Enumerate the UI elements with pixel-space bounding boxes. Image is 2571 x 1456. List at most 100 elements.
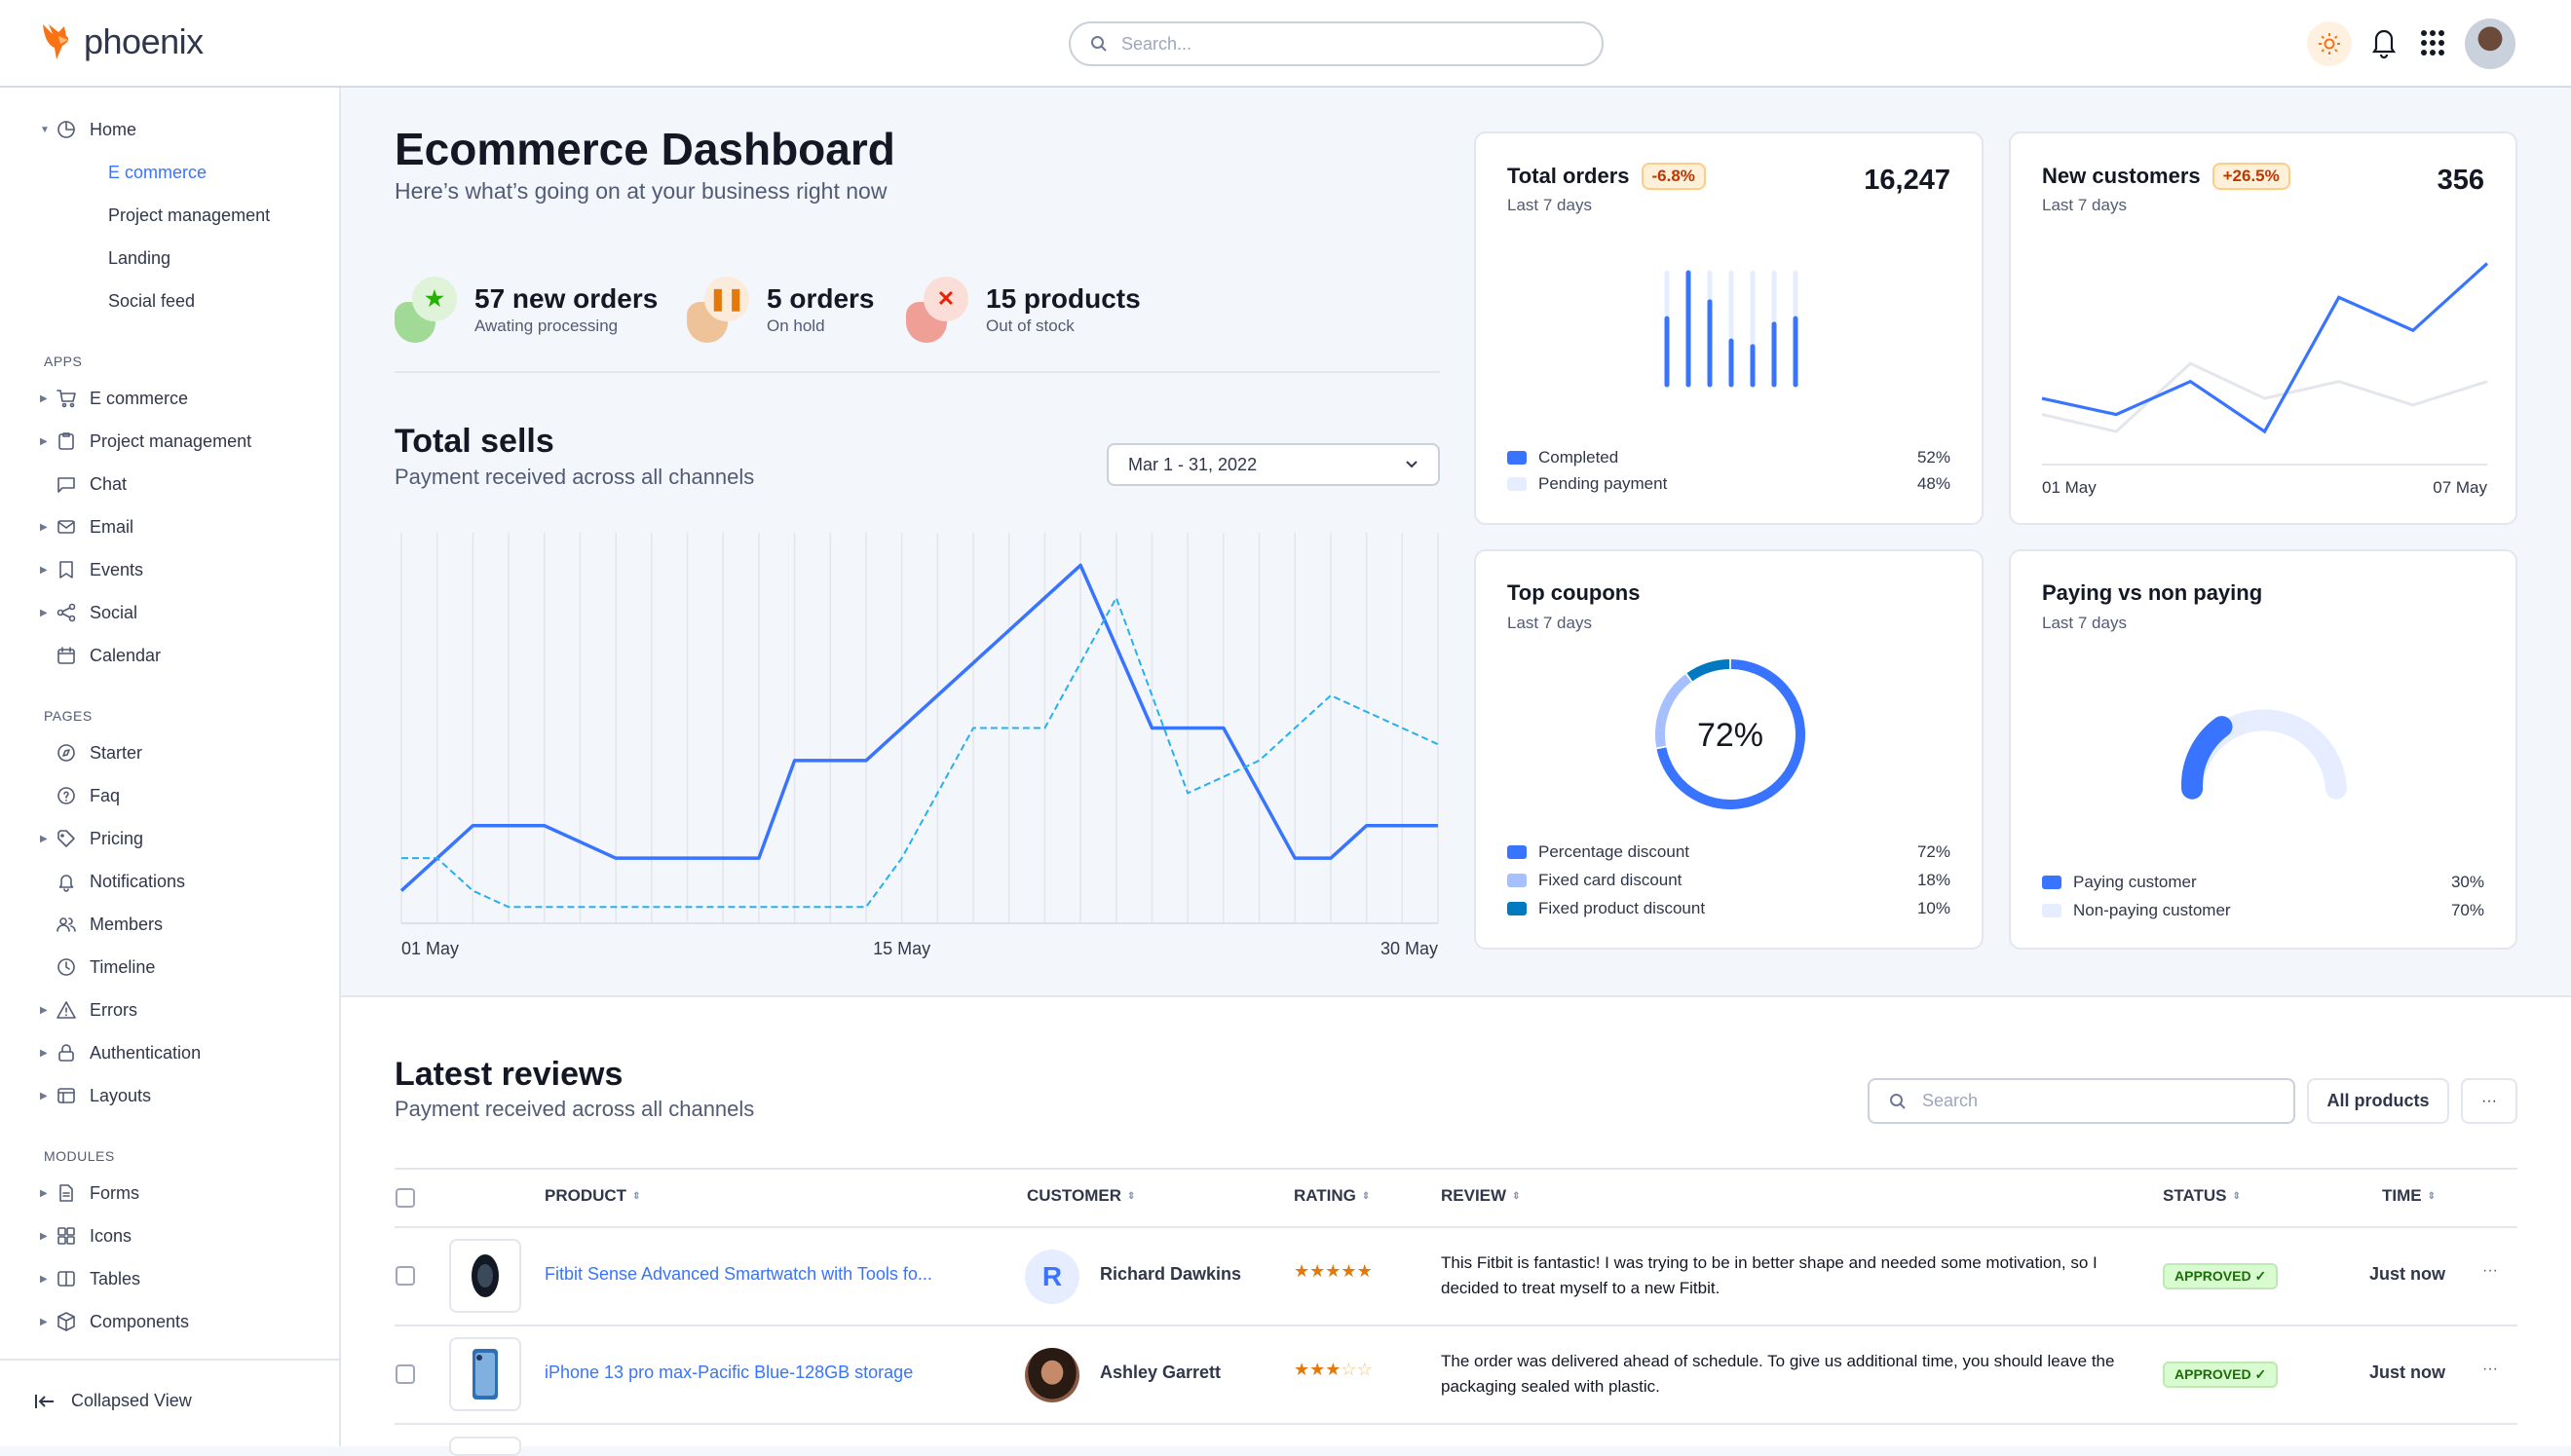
legend-value: 52% [1917, 448, 1950, 467]
legend-label: Non-paying customer [2073, 901, 2231, 920]
row-actions-button[interactable]: ··· [2482, 1361, 2498, 1378]
star-filled-icon: ★ [1341, 1261, 1356, 1281]
sidebar-item[interactable]: Faq [0, 774, 339, 817]
total-orders-card: Total orders-6.8% Last 7 days 16,247 Com… [1474, 131, 1984, 525]
x-icon: ✕ [924, 277, 968, 321]
column-header-label: REVIEW [1441, 1186, 1506, 1206]
sidebar-item[interactable]: Starter [0, 731, 339, 774]
more-options-button[interactable]: ··· [2461, 1078, 2517, 1124]
sidebar-item-label: Starter [90, 743, 142, 764]
global-search-input[interactable]: Search... [1069, 21, 1604, 66]
caret-right-icon: ▶ [40, 1048, 48, 1059]
donut-center-label: 72% [1697, 717, 1763, 754]
donut-slice [1689, 664, 1729, 677]
gauge-fill [2192, 727, 2222, 789]
legend-swatch [2042, 904, 2061, 917]
sidebar-subitem[interactable]: Landing [0, 237, 339, 280]
sidebar-item[interactable]: Notifications [0, 860, 339, 903]
x-tick-label: 01 May [401, 939, 459, 958]
reviews-subtitle: Payment received across all channels [395, 1097, 754, 1122]
legend-value: 48% [1917, 474, 1950, 494]
sidebar-section-title: APPS [0, 336, 339, 377]
x-tick-label: 07 May [2433, 478, 2487, 497]
clipboard-icon [56, 430, 77, 452]
lock-icon [56, 1042, 77, 1064]
column-header[interactable]: PRODUCT⇕ [545, 1186, 640, 1206]
select-all-checkbox[interactable] [396, 1188, 415, 1208]
product-link[interactable]: Fitbit Sense Advanced Smartwatch with To… [545, 1264, 932, 1285]
user-avatar[interactable] [2465, 19, 2515, 69]
notifications-button[interactable] [2371, 27, 2397, 63]
row-checkbox[interactable] [396, 1364, 415, 1384]
tag-icon [56, 828, 77, 849]
status-badge: APPROVED ✓ [2163, 1362, 2278, 1388]
column-header-label: STATUS [2163, 1186, 2226, 1206]
sidebar-item[interactable]: ▶Errors [0, 989, 339, 1031]
customer-name[interactable]: Ashley Garrett [1100, 1363, 1221, 1383]
sidebar-item[interactable]: ▶Project management [0, 420, 339, 463]
column-header[interactable]: REVIEW⇕ [1441, 1186, 1520, 1206]
bell-icon [56, 871, 77, 892]
sidebar-item[interactable]: ▶E commerce [0, 377, 339, 420]
check-icon: ✓ [2251, 1366, 2267, 1382]
theme-toggle-button[interactable] [2307, 21, 2352, 66]
sidebar-item[interactable]: ▶Authentication [0, 1031, 339, 1074]
star-filled-icon: ★ [1325, 1261, 1341, 1281]
apps-menu-button[interactable] [2420, 29, 2445, 61]
legend-swatch [1507, 874, 1527, 887]
logo[interactable]: phoenix [39, 21, 204, 62]
sidebar-item-label: Notifications [90, 872, 185, 892]
clock-icon [56, 956, 77, 978]
paying-card: Paying vs non paying Last 7 days Paying … [2009, 549, 2517, 950]
customer-name[interactable]: Richard Dawkins [1100, 1264, 1241, 1285]
sidebar-item-label: Faq [90, 786, 120, 806]
star-empty-icon: ☆ [1341, 1360, 1356, 1379]
all-products-button[interactable]: All products [2307, 1078, 2449, 1124]
column-header[interactable]: RATING⇕ [1294, 1186, 1370, 1206]
sort-icon: ⇕ [2428, 1191, 2436, 1202]
sidebar-item[interactable]: Chat [0, 463, 339, 505]
date-range-select[interactable]: Mar 1 - 31, 2022 [1107, 443, 1440, 486]
review-text: The order was delivered ahead of schedul… [1441, 1349, 2123, 1400]
card-subtitle: Last 7 days [2042, 196, 2127, 215]
column-header[interactable]: STATUS⇕ [2163, 1186, 2241, 1206]
stat-label: On hold [767, 317, 875, 336]
legend-value: 70% [2451, 901, 2484, 920]
sidebar-item[interactable]: Timeline [0, 946, 339, 989]
column-header[interactable]: TIME⇕ [2382, 1186, 2436, 1206]
sidebar-item-label: Pricing [90, 829, 143, 849]
sidebar-item[interactable]: ▶Events [0, 548, 339, 591]
row-actions-button[interactable]: ··· [2482, 1262, 2498, 1280]
file-text-icon [56, 1182, 77, 1204]
donut-slice [1660, 678, 1688, 746]
sidebar-item[interactable]: ▶Layouts [0, 1074, 339, 1117]
row-checkbox[interactable] [396, 1266, 415, 1286]
sidebar-item[interactable]: Members [0, 903, 339, 946]
sidebar-item[interactable]: ▶Social [0, 591, 339, 634]
sidebar-subitem[interactable]: E commerce [0, 151, 339, 194]
check-icon: ✓ [2251, 1268, 2267, 1284]
sidebar-item[interactable]: ▶Email [0, 505, 339, 548]
review-text: This Fitbit is fantastic! I was trying t… [1441, 1251, 2123, 1301]
grid-icon [2420, 29, 2445, 56]
sidebar-item-home[interactable]: ▼Home [0, 108, 339, 151]
product-link[interactable]: iPhone 13 pro max-Pacific Blue-128GB sto… [545, 1363, 913, 1383]
sidebar-subitem[interactable]: Project management [0, 194, 339, 237]
sidebar-section-title: PAGES [0, 691, 339, 731]
sidebar-item[interactable]: ▶Pricing [0, 817, 339, 860]
reviews-search-input[interactable]: Search [1868, 1078, 2295, 1124]
sidebar-subitem[interactable]: Social feed [0, 280, 339, 322]
caret-right-icon: ▶ [40, 393, 48, 404]
column-header[interactable]: CUSTOMER⇕ [1027, 1186, 1135, 1206]
sidebar-item[interactable]: Calendar [0, 634, 339, 677]
stat-value: 57 new orders [474, 283, 658, 315]
sidebar-item[interactable]: ▶Forms [0, 1172, 339, 1214]
star-icon: ★ [412, 277, 457, 321]
legend-label: Fixed product discount [1538, 899, 1705, 918]
